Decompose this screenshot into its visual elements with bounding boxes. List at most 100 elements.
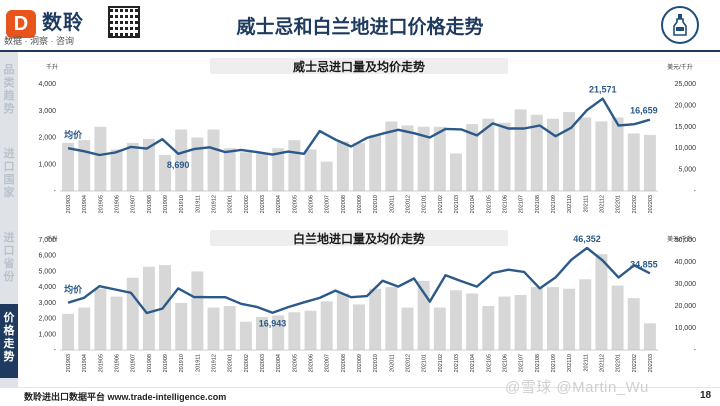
- volume-bar: [595, 254, 608, 350]
- category-label: 202001: [228, 195, 234, 213]
- category-label: 202104: [470, 354, 476, 372]
- bottle-icon: [661, 6, 699, 44]
- volume-bar: [207, 129, 220, 191]
- category-label: 202104: [470, 195, 476, 213]
- category-label: 202109: [551, 195, 557, 213]
- sidebar-item-category-trend[interactable]: 品类趋势: [3, 64, 15, 115]
- category-label: 201908: [147, 195, 153, 213]
- page-number: 18: [700, 390, 712, 401]
- category-label: 202109: [551, 354, 557, 372]
- volume-bar: [110, 296, 123, 350]
- sidebar-item-import-countries[interactable]: 进口国家: [3, 148, 15, 199]
- volume-bar: [627, 298, 640, 350]
- volume-bar: [288, 140, 301, 191]
- chart-title: 威士忌进口量及均价走势: [293, 59, 425, 74]
- category-label: 201903: [66, 354, 72, 372]
- sidebar: 品类趋势 进口国家 进口省份 价格走势: [0, 52, 18, 387]
- header: D 数聆 数据 · 洞察 · 咨询 威士忌和白兰地进口价格走势: [0, 0, 720, 52]
- category-label: 201907: [131, 195, 137, 213]
- category-label: 202002: [244, 195, 250, 213]
- category-label: 202011: [389, 354, 395, 372]
- volume-bar: [498, 296, 511, 350]
- volume-bar: [643, 134, 656, 191]
- category-label: 202202: [632, 354, 638, 372]
- footer: @雪球 @Martin_Wu 数聆进出口数据平台 www.trade-intel…: [0, 379, 720, 406]
- category-label: 201912: [212, 195, 218, 213]
- volume-bar: [256, 317, 269, 350]
- category-label: 202011: [389, 195, 395, 213]
- right-axis-unit: 美元/千升: [667, 63, 693, 71]
- category-label: 201905: [98, 354, 104, 372]
- left-tick-label: 1,000: [38, 161, 56, 168]
- category-label: 202103: [454, 354, 460, 372]
- volume-bar: [401, 125, 414, 191]
- sidebar-item-price-trend[interactable]: 价格走势: [0, 304, 18, 378]
- category-label: 202110: [567, 195, 573, 213]
- volume-bar: [353, 304, 365, 350]
- category-label: 202106: [502, 195, 508, 213]
- volume-bar: [207, 307, 220, 350]
- chart-title-banner: [210, 230, 508, 246]
- volume-bar: [126, 277, 139, 350]
- category-label: 202107: [519, 195, 525, 213]
- category-label: 202202: [632, 195, 638, 213]
- watermark: @雪球 @Martin_Wu: [505, 379, 649, 396]
- category-label: 201912: [212, 354, 218, 372]
- volume-bar: [94, 126, 107, 191]
- volume-bar: [385, 121, 398, 191]
- category-label: 202203: [648, 195, 654, 213]
- right-tick-label: 15,000: [675, 124, 697, 131]
- category-label: 202008: [341, 195, 347, 213]
- volume-bar: [94, 288, 107, 350]
- category-label: 202005: [292, 195, 298, 213]
- volume-bar: [223, 306, 236, 350]
- category-label: 201911: [195, 195, 201, 213]
- volume-bar: [595, 121, 608, 191]
- volume-bar: [191, 137, 204, 191]
- category-label: 202201: [616, 195, 622, 213]
- volume-bar: [256, 153, 269, 191]
- volume-bar: [385, 287, 398, 350]
- category-label: 201910: [179, 195, 185, 213]
- category-label: 202112: [599, 354, 605, 372]
- category-label: 202110: [567, 354, 573, 372]
- category-label: 201909: [163, 195, 169, 213]
- left-axis-unit: 千升: [46, 63, 58, 71]
- left-tick-label: 5,000: [38, 268, 56, 275]
- volume-bar: [530, 114, 543, 191]
- category-label: 201903: [66, 195, 72, 213]
- category-label: 202007: [325, 195, 331, 213]
- category-label: 202004: [276, 354, 282, 372]
- category-label: 202111: [583, 195, 589, 213]
- volume-bar: [369, 134, 382, 191]
- sidebar-item-import-provinces[interactable]: 进口省份: [3, 232, 15, 283]
- category-label: 201908: [147, 354, 153, 372]
- volume-bar: [223, 148, 236, 191]
- chart-title: 白兰地进口量及均价走势: [293, 231, 425, 246]
- category-label: 202003: [260, 354, 266, 372]
- volume-bar: [498, 122, 511, 191]
- price-data-label: 8,690: [167, 160, 190, 170]
- right-tick-label: 5,000: [678, 167, 696, 174]
- volume-bar: [304, 149, 317, 191]
- left-tick-label: 4,000: [38, 284, 56, 291]
- category-label: 202105: [486, 195, 492, 213]
- brandy-chart: 白兰地进口量及均价走势 千升 美元/千升 - 1,000 2,000 3,000 4,000 5…: [38, 230, 697, 372]
- volume-bar: [401, 307, 414, 350]
- price-data-label: 34,855: [630, 259, 658, 269]
- volume-bar: [142, 266, 155, 350]
- brand-logo: D 数聆 数据 · 洞察 · 咨询: [4, 4, 104, 46]
- volume-bar: [579, 279, 592, 350]
- category-label: 201906: [115, 354, 121, 372]
- volume-bar: [546, 287, 559, 350]
- right-tick-label: 20,000: [675, 102, 697, 109]
- volume-bar: [449, 153, 462, 191]
- left-axis-unit: 千升: [46, 235, 58, 243]
- category-label: 202009: [357, 354, 363, 372]
- volume-bar: [175, 129, 188, 191]
- volume-bar: [175, 302, 188, 350]
- volume-bar: [563, 112, 576, 191]
- right-tick-label: 30,000: [675, 281, 697, 288]
- left-tick-label: 4,000: [38, 81, 56, 88]
- right-tick-label: 20,000: [675, 303, 697, 310]
